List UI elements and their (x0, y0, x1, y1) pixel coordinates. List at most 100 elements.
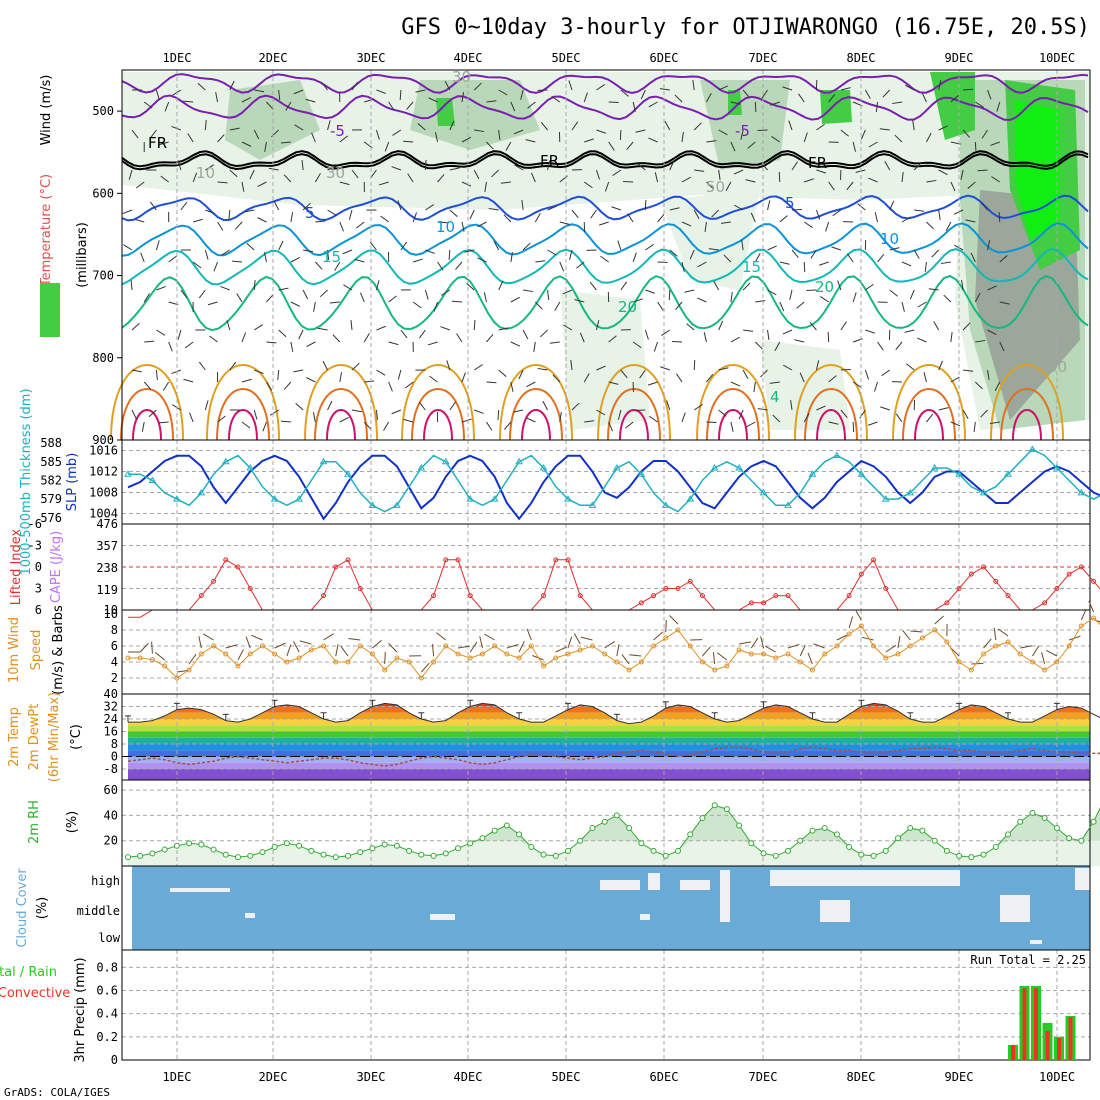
wind-barb (215, 92, 219, 103)
wind-barb (608, 141, 615, 151)
wind-barb (639, 369, 646, 379)
wind-barb (938, 360, 944, 371)
precip-convective-bar (1045, 1031, 1050, 1060)
wind-barb (590, 209, 597, 219)
wind-barb (563, 324, 573, 331)
wind-barb (625, 421, 634, 429)
wind10-point (321, 643, 327, 649)
wind-barb (943, 294, 952, 303)
wind-barb (369, 241, 377, 251)
wind-barb (579, 332, 585, 343)
wind-barb (771, 135, 781, 143)
wind10-point (247, 651, 253, 657)
rh-shade-region (560, 290, 650, 430)
wind-barb (987, 89, 992, 100)
wind-barb (363, 141, 373, 149)
wind-barb (400, 329, 408, 339)
wind10-point (528, 643, 534, 649)
contour-label: 5 (305, 204, 315, 222)
wind-barb (892, 101, 903, 105)
rh2m-point (833, 831, 840, 838)
wind-barb (559, 412, 562, 423)
wind-barb (384, 141, 390, 152)
wind10-point (357, 643, 363, 649)
wind-barb (901, 216, 911, 223)
wind-barb (313, 301, 316, 312)
wind-barb (221, 249, 231, 256)
contour-label: 4 (770, 388, 780, 406)
thickness-point (588, 501, 597, 508)
wind-barb (518, 369, 524, 380)
wind-barb (461, 92, 465, 103)
rh-legend-swatch (40, 283, 60, 337)
rh2m-point (186, 840, 193, 847)
wind10-barb (203, 633, 214, 641)
wind-barb (290, 257, 301, 263)
lifted-index-point (871, 557, 877, 563)
wind-barb (559, 261, 565, 272)
wind-barb (510, 341, 521, 347)
thickness-point (515, 457, 523, 465)
wind10-point (736, 647, 742, 653)
rh2m-point (418, 851, 425, 858)
cape-tick-label: 10 (104, 603, 118, 617)
wind-barb (718, 169, 721, 180)
wind-barb (280, 420, 291, 423)
wind-barb (686, 323, 695, 331)
precip-convective-bar (1011, 1044, 1015, 1060)
wind10-barb (950, 647, 960, 657)
wind10-barb (237, 649, 244, 661)
wind10-point (382, 667, 388, 673)
wind-barb (351, 81, 359, 91)
wind10-point (479, 651, 485, 657)
wind-barb (547, 205, 557, 211)
wind-barb (483, 292, 487, 303)
wind-barb (668, 289, 671, 301)
wind-barb (620, 281, 628, 291)
wind-barb (998, 211, 1001, 223)
wind10-point (1078, 623, 1084, 629)
wind10-barb (1088, 600, 1095, 613)
wind-barb (730, 101, 741, 105)
rh2m-point (931, 837, 938, 844)
wind10-point (858, 623, 864, 629)
cloud-gap (648, 873, 660, 890)
wind-barb (867, 421, 878, 426)
cloud-gap (640, 914, 650, 920)
wind10-point (822, 651, 828, 657)
wind-barb (273, 200, 280, 211)
wind10-point (944, 639, 950, 645)
contour-label: 5 (785, 194, 795, 212)
thickness-point (490, 495, 499, 502)
wind-barb (290, 301, 301, 307)
wind-barb (503, 214, 512, 223)
wind-barb (559, 221, 570, 225)
wind-barb (796, 301, 805, 309)
wind-barb (648, 101, 658, 108)
wind-barb (375, 129, 380, 140)
wind10-label: 10m Wind (7, 617, 22, 683)
wind-barb (486, 334, 494, 343)
cloud-gap (430, 914, 455, 920)
wind10-barb (669, 615, 679, 625)
warm-contour (990, 364, 1064, 441)
wind-barb (693, 122, 702, 131)
wind-barb (262, 421, 267, 432)
wind-barb (596, 83, 606, 91)
wind-barb (664, 121, 671, 131)
wind-barb (473, 82, 482, 91)
wind-barb (505, 141, 512, 151)
wind10-barb (971, 662, 984, 665)
rh-shade-region (436, 98, 455, 126)
precip-tick-label: 0.4 (96, 1007, 118, 1021)
rh2m-point (491, 827, 498, 834)
wind10-point (553, 655, 559, 661)
wind-barb (681, 412, 686, 423)
cloud-gap (1075, 868, 1090, 890)
wind-barb (740, 129, 744, 140)
wind10-barb (813, 643, 825, 649)
wind-barb (295, 402, 304, 411)
wind-barb (963, 369, 974, 372)
lifted-index-point (247, 586, 253, 591)
wind-barb (604, 181, 610, 192)
